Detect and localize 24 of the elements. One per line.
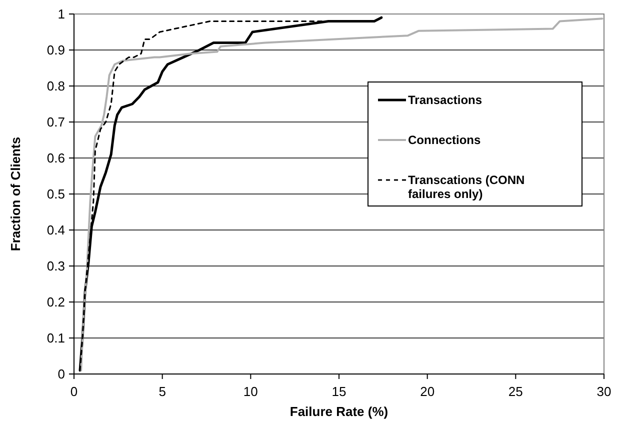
y-tick-label: 0.4 <box>46 222 65 238</box>
legend-label: Transactions <box>408 93 482 108</box>
line-series <box>80 18 604 372</box>
x-tick-label: 30 <box>596 384 612 399</box>
y-tick-label: 1 <box>58 6 65 22</box>
x-tick-label: 25 <box>508 384 523 399</box>
y-tick-label: 0.5 <box>46 186 65 202</box>
x-tick-label: 5 <box>158 384 166 399</box>
x-tick-label: 15 <box>332 384 346 399</box>
y-tick-label: 0.3 <box>46 258 65 274</box>
y-tick-label: 0.2 <box>46 294 65 310</box>
y-tick-label: 0 <box>58 366 65 382</box>
x-tick-label: 20 <box>420 384 435 399</box>
legend-label: Transcations (CONN failures only) <box>408 173 525 201</box>
x-tick-label: 10 <box>243 384 258 399</box>
x-tick-label: 0 <box>70 384 78 399</box>
y-tick-label: 0.1 <box>46 330 65 346</box>
y-tick-label: 0.9 <box>46 42 65 58</box>
y-tick-label: 0.7 <box>46 114 65 130</box>
y-tick-label: 0.8 <box>46 78 65 94</box>
legend-label: Connections <box>408 133 481 148</box>
y-axis-title: Fraction of Clients <box>8 136 23 252</box>
x-axis-title: Failure Rate (%) <box>290 404 388 419</box>
y-tick-label: 0.6 <box>46 150 65 166</box>
